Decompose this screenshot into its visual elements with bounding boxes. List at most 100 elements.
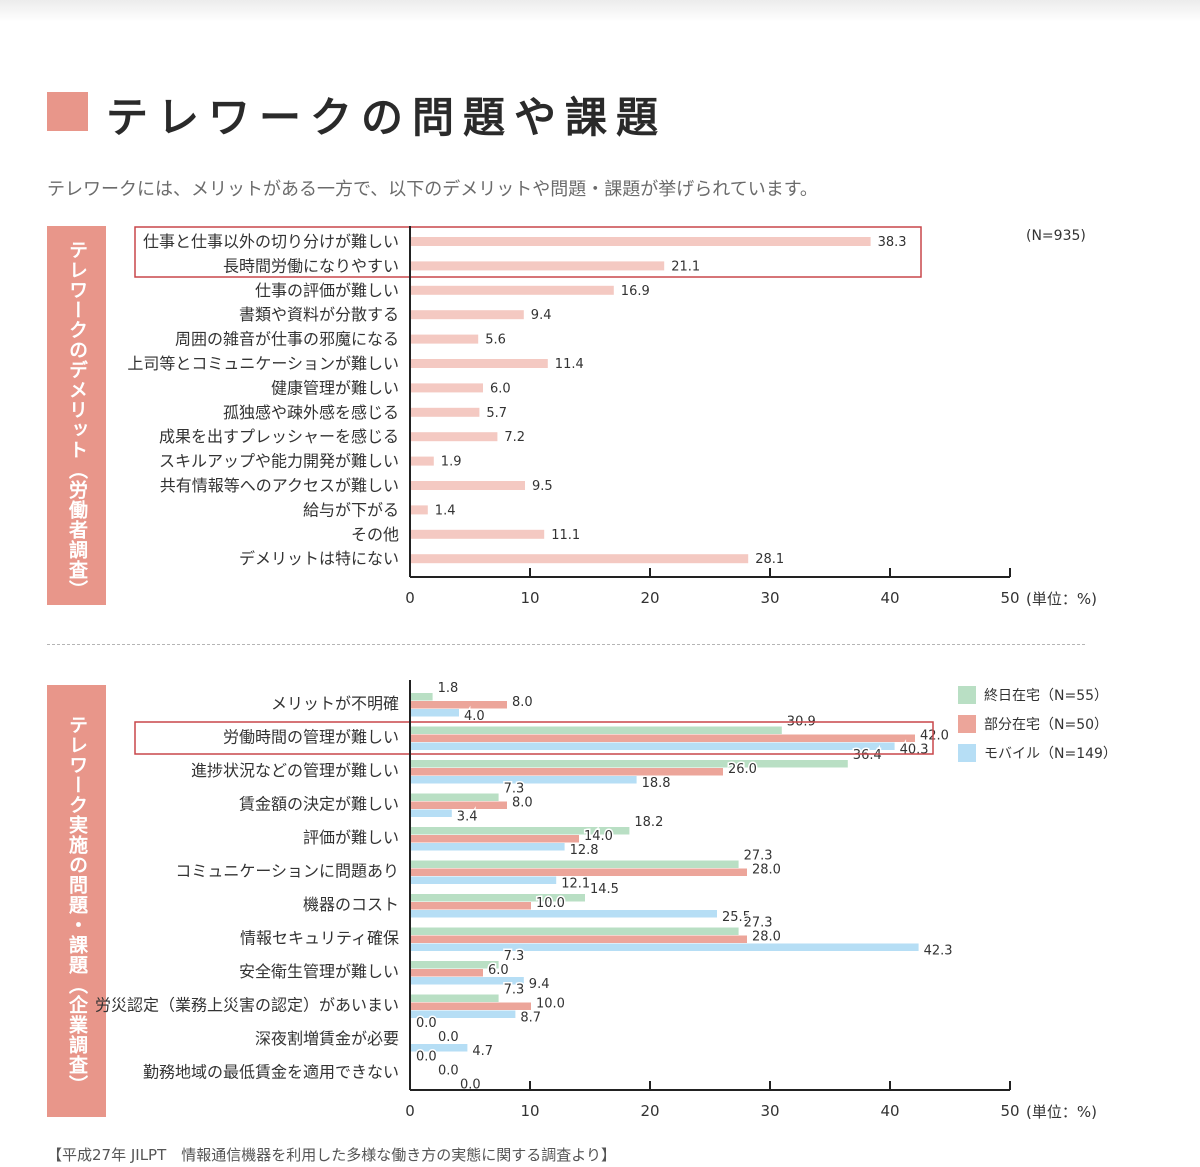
data-label: 9.4 [531,308,552,323]
data-label: 7.3 [504,949,525,964]
data-label: 5.7 [486,406,507,421]
bar [411,237,871,246]
data-label: 7.2 [504,430,525,445]
data-label: 8.0 [512,796,533,811]
data-label: 26.0 [728,762,757,777]
data-label: 40.3 [900,743,929,758]
data-label: 4.7 [472,1044,493,1059]
bar [411,701,507,709]
category-label: その他 [351,525,399,544]
data-label: 5.6 [485,333,506,348]
data-label: 28.0 [752,863,781,878]
legend-swatch [958,686,976,704]
data-label: 14.0 [584,829,613,844]
bar [411,383,483,393]
category-label: 労働時間の管理が難しい [223,728,399,747]
bar [411,935,747,943]
data-label: 12.8 [570,843,599,858]
bar [411,505,428,515]
data-label: 0.0 [416,1016,437,1031]
bar [411,261,665,271]
bar [411,1002,531,1010]
data-label: 42.0 [920,729,949,744]
bar [411,1010,516,1018]
category-label: 共有情報等へのアクセスが難しい [160,476,399,495]
data-label: 28.1 [755,552,784,567]
bar [411,760,848,768]
category-label: 進捗状況などの管理が難しい [191,761,399,780]
bar [411,359,548,368]
x-tick-label: 30 [760,589,779,607]
category-label: 上司等とコミュニケーションが難しい [127,354,399,373]
highlight-box [134,226,922,278]
bar [411,432,498,442]
bar [411,961,499,969]
data-label: 21.1 [671,259,700,274]
bar [411,843,565,851]
category-label: 情報セキュリティ確保 [240,929,399,948]
bar [411,734,915,742]
bar [411,334,479,344]
section-label-company-survey: テレワーク実施の問題・課題（企業調査） [47,685,106,1117]
section-label-worker-survey: テレワークのデメリット（労働者調査） [47,226,106,605]
bar [411,902,531,910]
data-label: 9.5 [532,479,553,494]
bar [411,776,637,784]
category-label: 給与が下がる [303,500,399,519]
bar [411,285,614,295]
bar [411,456,434,466]
bar [411,742,895,750]
bar [411,894,585,902]
category-label: 書類や資料が分散する [239,305,399,324]
bar [411,927,739,935]
data-label: 1.4 [435,503,456,518]
data-label: 18.8 [642,776,671,791]
category-label: 賃金額の決定が難しい [239,795,399,814]
category-label: デメリットは特にない [239,549,399,568]
bar [411,481,525,490]
bar [411,827,630,835]
x-tick-label: 20 [640,589,659,607]
category-label: 孤独感や疎外感を感じる [223,403,399,422]
x-tick-label: 0 [405,589,415,607]
legend-label: 部分在宅（N=50） [984,717,1109,733]
title-accent-square [47,92,88,131]
data-label: 18.2 [634,815,663,830]
bar [411,529,545,539]
data-label: 42.3 [924,944,953,959]
x-tick-label: 10 [520,1102,539,1120]
data-label: 10.0 [536,896,565,911]
legend-label: 終日在宅（N=55） [984,688,1109,704]
category-label: 勤務地域の最低賃金を適用できない [143,1063,399,1082]
category-label: スキルアップや能力開発が難しい [159,452,399,471]
data-label: 36.4 [853,748,882,763]
bar [411,407,480,417]
category-label: 長時間労働になりやすい [223,256,399,275]
page-title: テレワークの問題や課題 [106,93,668,142]
bar [411,835,579,843]
x-tick-label: 30 [760,1102,779,1120]
page-subtitle: テレワークには、メリットがある一方で、以下のデメリットや問題・課題が挙げられてい… [47,179,818,200]
bar [411,860,739,868]
bar [411,768,723,776]
x-tick-label: 50 [1000,1102,1019,1120]
legend-label: モバイル（N=149） [984,746,1117,762]
data-label: 12.1 [561,877,590,892]
data-label: 6.0 [490,381,511,396]
data-label: 25.5 [722,910,751,925]
data-label: 27.3 [744,916,773,931]
x-tick-label: 40 [880,1102,899,1120]
data-label: 14.5 [590,882,619,897]
data-label: 1.9 [441,455,462,470]
legend-item-partial-home: 部分在宅（N=50） [958,714,1108,734]
unit-label-top: (単位：%) [1026,590,1097,608]
bar [411,726,782,734]
bar [411,793,499,801]
x-tick-label: 20 [640,1102,659,1120]
category-label: 評価が難しい [303,828,399,847]
data-label: 0.0 [438,1030,459,1045]
data-label: 8.7 [520,1011,541,1026]
bar [411,876,557,884]
category-label: 機器のコスト [303,895,399,914]
